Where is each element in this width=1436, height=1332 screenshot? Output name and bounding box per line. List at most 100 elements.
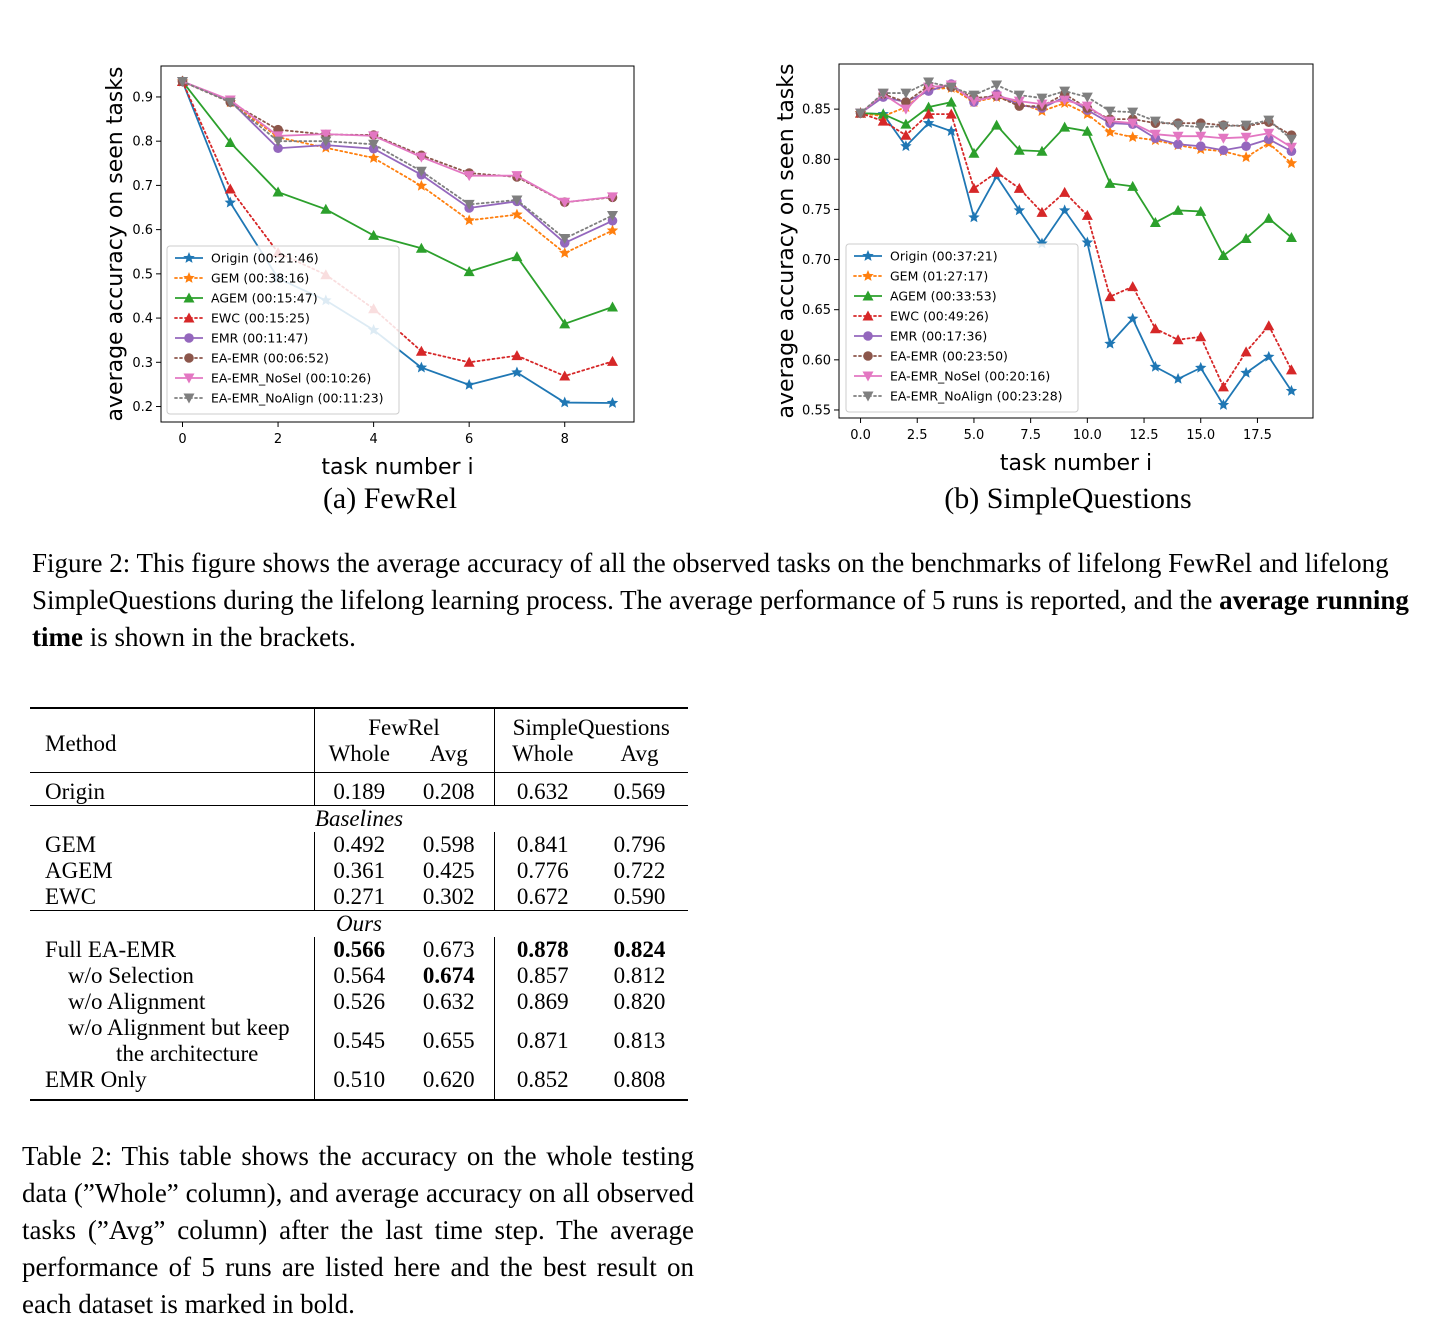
value-cell: 0.869 <box>493 989 591 1015</box>
series-line <box>181 80 613 325</box>
legend-marker <box>863 351 873 361</box>
data-point <box>900 129 912 140</box>
data-point <box>1013 144 1025 155</box>
value-cell: 0.632 <box>422 989 475 1014</box>
section-baselines: Baselines <box>314 806 404 831</box>
x-tick-label: 6 <box>465 432 473 447</box>
value-cell: 0.871 <box>493 1015 591 1067</box>
data-point <box>224 196 236 208</box>
data-point <box>1285 157 1298 169</box>
legend-label: EMR (00:11:47) <box>211 331 308 346</box>
data-point <box>368 139 380 150</box>
value-cell: 0.808 <box>613 1067 666 1092</box>
value-cell: 0.564 <box>313 963 404 989</box>
legend-marker <box>862 371 874 382</box>
data-point <box>968 96 980 107</box>
data-point <box>1195 131 1207 142</box>
data-point <box>1217 250 1229 261</box>
y-tick-label: 0.5 <box>132 267 153 282</box>
data-point <box>1240 366 1252 378</box>
method-cell: w/o Alignment but keep the architecture <box>30 1015 314 1067</box>
data-point <box>368 131 380 142</box>
value-cell: 0.620 <box>422 1067 475 1092</box>
data-point <box>877 108 889 119</box>
legend-label: EA-EMR (00:23:50) <box>890 349 1008 364</box>
data-point <box>1240 120 1252 131</box>
method-cell: EMR Only <box>45 1067 147 1092</box>
legend: Origin (00:37:21) GEM (01:27:17) AGEM (00:… <box>845 243 1079 413</box>
legend-label: Origin (00:37:21) <box>890 249 998 264</box>
value-cell: 0.361 <box>313 858 404 884</box>
x-axis-label: task number i <box>1000 451 1152 476</box>
simplequestions-header: SimpleQuestions <box>493 708 688 741</box>
method-header: Method <box>45 730 117 756</box>
data-point <box>1263 350 1275 362</box>
data-point <box>901 97 911 107</box>
value-cell: 0.189 <box>313 772 404 806</box>
data-point <box>1126 131 1139 143</box>
subcaption-simplequestions: (b) SimpleQuestions <box>944 482 1192 515</box>
method-cell: GEM <box>45 832 97 857</box>
value-cell: 0.545 <box>313 1015 404 1067</box>
data-point <box>1036 145 1048 156</box>
y-tick-label: 0.2 <box>132 400 153 415</box>
data-point <box>1013 182 1025 193</box>
section-ours: Ours <box>335 911 382 936</box>
data-point <box>1149 323 1161 334</box>
data-point <box>607 192 618 203</box>
data-point <box>1240 232 1252 243</box>
data-point <box>923 108 935 119</box>
value-cell: 0.598 <box>422 832 475 857</box>
data-point <box>1172 120 1184 131</box>
data-point <box>945 125 957 137</box>
series-6 <box>177 76 618 208</box>
data-point <box>606 224 619 236</box>
data-point <box>1036 206 1048 217</box>
data-point <box>1059 186 1071 197</box>
series-3 <box>855 107 1297 392</box>
data-point <box>415 361 428 373</box>
method-line: the architecture <box>116 1041 259 1066</box>
data-point <box>1240 132 1252 143</box>
value-cell-best: 0.674 <box>422 963 475 988</box>
legend-label: EA-EMR_NoAlign (00:11:23) <box>211 391 384 406</box>
data-point <box>415 166 427 177</box>
data-point <box>511 366 523 378</box>
legend-marker <box>863 331 873 341</box>
legend-marker <box>862 310 874 321</box>
data-point <box>463 266 475 277</box>
x-tick-label: 4 <box>369 432 377 447</box>
value-cell: 0.820 <box>613 989 666 1014</box>
data-point <box>877 88 889 99</box>
data-point <box>1195 141 1206 152</box>
data-point <box>968 147 980 158</box>
x-tick-label: 2 <box>274 432 282 447</box>
value-cell: 0.632 <box>493 772 591 806</box>
fewrel-header: FewRel <box>313 708 494 741</box>
legend-marker <box>183 393 195 404</box>
data-point <box>463 199 475 210</box>
data-point <box>968 211 980 223</box>
value-cell: 0.841 <box>493 832 591 858</box>
x-tick-label: 17.5 <box>1243 428 1272 443</box>
data-point <box>463 378 475 390</box>
data-point <box>607 355 618 366</box>
value-cell: 0.590 <box>613 884 666 909</box>
value-cell: 0.722 <box>613 858 666 883</box>
fewrel-chart: 0 2 4 6 8 0.2 0.3 0.4 0.5 0.6 0.7 0.8 0.9 task number… <box>103 65 635 480</box>
data-point <box>415 242 427 253</box>
series-line <box>859 81 1293 141</box>
legend-marker <box>183 312 195 323</box>
series-line <box>859 84 1292 149</box>
method-cell: AGEM <box>45 858 113 883</box>
legend-label: EA-EMR_NoSel (00:20:16) <box>890 369 1050 384</box>
value-cell-best: 0.824 <box>613 937 666 962</box>
y-tick-label: 0.8 <box>132 135 153 150</box>
legend-label: AGEM (00:15:47) <box>211 291 318 306</box>
x-tick-label: 7.5 <box>1020 428 1041 443</box>
series-line <box>181 80 614 240</box>
data-point <box>559 247 571 258</box>
value-cell: 0.208 <box>422 779 475 804</box>
data-point <box>1285 364 1297 375</box>
data-point <box>1195 205 1207 216</box>
